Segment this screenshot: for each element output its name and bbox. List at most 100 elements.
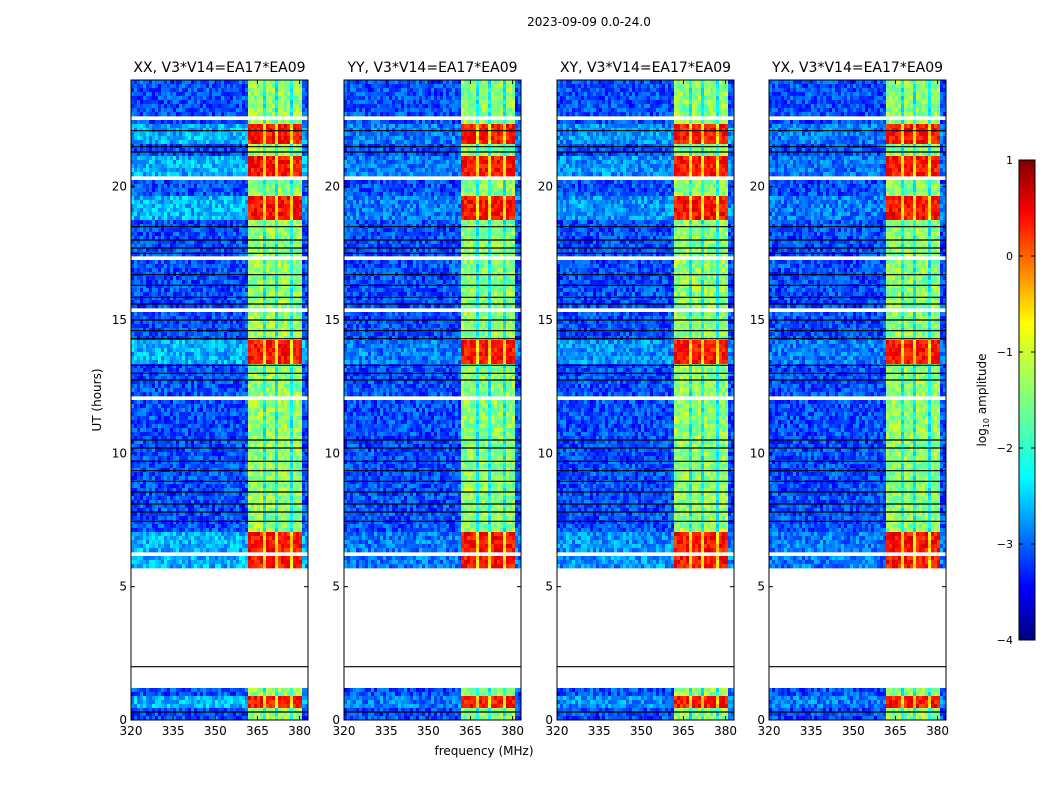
heatmap-cell <box>146 92 149 96</box>
heatmap-cell <box>194 364 197 368</box>
heatmap-cell <box>293 100 296 104</box>
heatmap-cell <box>239 84 242 88</box>
heatmap-cell <box>302 388 305 392</box>
heatmap-cell <box>287 348 290 352</box>
heatmap-cell <box>251 84 254 88</box>
heatmap-cell <box>239 356 242 360</box>
heatmap-cell <box>146 152 149 156</box>
heatmap-cell <box>161 168 164 172</box>
heatmap-cell <box>263 240 266 244</box>
heatmap-cell <box>215 420 218 424</box>
heatmap-cell <box>158 204 161 208</box>
heatmap-cell <box>194 248 197 252</box>
heatmap-cell <box>227 216 230 220</box>
heatmap-cell <box>290 168 293 172</box>
heatmap-cell <box>209 288 212 292</box>
heatmap-cell <box>143 284 146 288</box>
heatmap-cell <box>269 96 272 100</box>
heatmap-cell <box>182 320 185 324</box>
heatmap-cell <box>299 324 302 328</box>
heatmap-cell <box>137 112 140 116</box>
heatmap-cell <box>218 220 221 224</box>
heatmap-cell <box>197 212 200 216</box>
heatmap-cell <box>194 304 197 308</box>
heatmap-cell <box>179 180 182 184</box>
heatmap-cell <box>176 292 179 296</box>
heatmap-cell <box>296 276 299 280</box>
heatmap-cell <box>215 304 218 308</box>
heatmap-cell <box>266 432 269 436</box>
heatmap-cell <box>191 160 194 164</box>
heatmap-cell <box>248 248 251 252</box>
heatmap-cell <box>272 320 275 324</box>
heatmap-cell <box>224 364 227 368</box>
heatmap-cell <box>230 364 233 368</box>
heatmap-cell <box>242 216 245 220</box>
heatmap-cell <box>248 388 251 392</box>
heatmap-cell <box>251 380 254 384</box>
heatmap-cell <box>191 284 194 288</box>
heatmap-cell <box>239 348 242 352</box>
heatmap-cell <box>299 152 302 156</box>
heatmap-cell <box>143 416 146 420</box>
heatmap-cell <box>188 264 191 268</box>
heatmap-cell <box>185 184 188 188</box>
heatmap-cell <box>239 344 242 348</box>
heatmap-cell <box>236 252 239 256</box>
heatmap-cell <box>263 188 266 192</box>
heatmap-cell <box>191 264 194 268</box>
heatmap-cell <box>158 196 161 200</box>
heatmap-cell <box>185 344 188 348</box>
heatmap-cell <box>287 156 290 160</box>
heatmap-cell <box>227 304 230 308</box>
heatmap-cell <box>257 408 260 412</box>
heatmap-cell <box>248 304 251 308</box>
heatmap-cell <box>230 136 233 140</box>
heatmap-cell <box>221 248 224 252</box>
heatmap-cell <box>284 400 287 404</box>
heatmap-cell <box>167 216 170 220</box>
heatmap-cell <box>188 340 191 344</box>
heatmap-cell <box>206 288 209 292</box>
heatmap-cell <box>263 200 266 204</box>
heatmap-cell <box>146 204 149 208</box>
heatmap-cell <box>269 332 272 336</box>
heatmap-cell <box>248 264 251 268</box>
heatmap-cell <box>287 112 290 116</box>
heatmap-cell <box>185 356 188 360</box>
heatmap-cell <box>272 420 275 424</box>
heatmap-cell <box>203 268 206 272</box>
heatmap-cell <box>230 312 233 316</box>
heatmap-cell <box>209 184 212 188</box>
heatmap-cell <box>233 420 236 424</box>
heatmap-cell <box>281 340 284 344</box>
heatmap-cell <box>188 352 191 356</box>
heatmap-cell <box>269 260 272 264</box>
heatmap-cell <box>287 292 290 296</box>
heatmap-cell <box>185 88 188 92</box>
heatmap-cell <box>137 120 140 124</box>
heatmap-cell <box>161 208 164 212</box>
heatmap-cell <box>254 168 257 172</box>
heatmap-cell <box>242 200 245 204</box>
heatmap-cell <box>155 248 158 252</box>
heatmap-cell <box>197 320 200 324</box>
heatmap-cell <box>239 284 242 288</box>
heatmap-cell <box>158 220 161 224</box>
heatmap-cell <box>260 252 263 256</box>
heatmap-cell <box>137 260 140 264</box>
heatmap-cell <box>206 208 209 212</box>
heatmap-cell <box>146 280 149 284</box>
heatmap-cell <box>167 100 170 104</box>
heatmap-cell <box>131 228 134 232</box>
heatmap-cell <box>176 188 179 192</box>
heatmap-cell <box>212 424 215 428</box>
heatmap-cell <box>278 88 281 92</box>
heatmap-cell <box>293 340 296 344</box>
heatmap-cell <box>194 388 197 392</box>
heatmap-cell <box>284 428 287 432</box>
heatmap-cell <box>206 252 209 256</box>
heatmap-cell <box>257 228 260 232</box>
heatmap-cell <box>176 216 179 220</box>
heatmap-cell <box>284 240 287 244</box>
